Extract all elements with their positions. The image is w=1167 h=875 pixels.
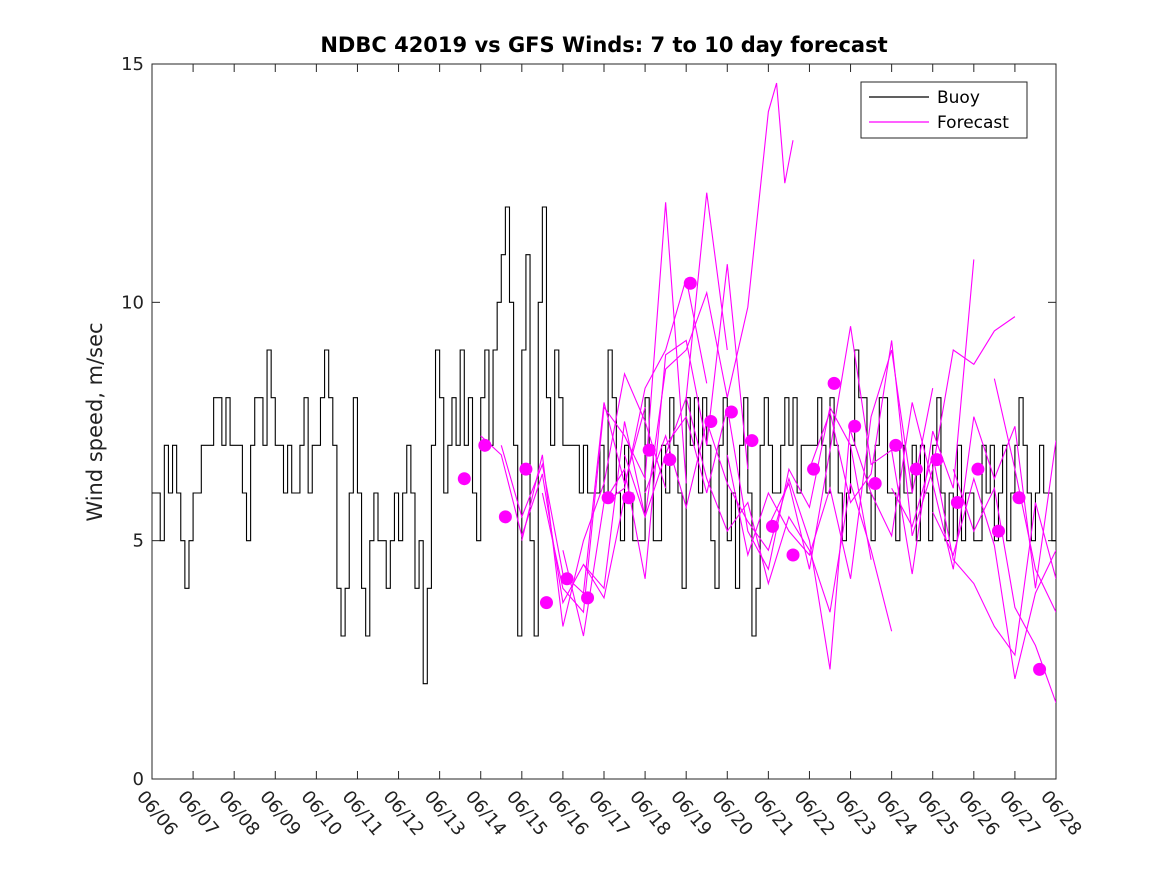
forecast-member-line [665, 405, 872, 571]
x-tick-label: 06/16 [543, 787, 592, 840]
x-tick-label: 06/14 [461, 787, 510, 840]
forecast-member-line [685, 397, 893, 632]
forecast-marker [827, 376, 841, 390]
forecast-marker [560, 572, 574, 586]
x-tick-label: 06/17 [584, 787, 633, 840]
forecast-marker [765, 519, 779, 533]
buoy-series-line [152, 206, 1056, 685]
forecast-marker [498, 510, 512, 524]
y-tick-label: 0 [133, 769, 144, 790]
chart-title: NDBC 42019 vs GFS Winds: 7 to 10 day for… [320, 33, 887, 57]
forecast-marker [868, 476, 882, 490]
x-tick-label: 06/28 [1036, 787, 1085, 840]
x-tick-label: 06/13 [420, 787, 469, 840]
legend: Buoy Forecast [860, 81, 1028, 139]
x-tick-label: 06/21 [749, 787, 798, 840]
x-tick-label: 06/15 [502, 787, 551, 840]
legend-buoy-label: Buoy [937, 88, 980, 108]
forecast-member-line [808, 316, 1016, 537]
forecast-marker [601, 491, 615, 505]
forecast-marker [663, 453, 677, 467]
forecast-member-line [644, 419, 852, 670]
forecast-marker [622, 491, 636, 505]
forecast-marker [745, 434, 759, 448]
forecast-member-line [932, 476, 1056, 680]
legend-forecast-label: Forecast [937, 113, 1009, 133]
forecast-member-line [583, 192, 728, 590]
x-tick-label: 06/19 [666, 787, 715, 840]
forecast-marker [581, 591, 595, 605]
y-axis-label: Wind speed, m/sec [83, 322, 107, 521]
forecast-member-line [891, 454, 1056, 657]
forecast-member-line [603, 264, 749, 579]
y-tick-label: 15 [121, 54, 144, 75]
forecast-marker [991, 524, 1005, 538]
x-tick-label: 06/11 [338, 787, 387, 840]
forecast-marker [457, 472, 471, 486]
x-tick-label: 06/06 [132, 787, 181, 840]
forecast-member-line [624, 82, 794, 518]
forecast-marker [971, 462, 985, 476]
x-tick-label: 06/18 [625, 787, 674, 840]
forecast-marker [930, 453, 944, 467]
x-tick-label: 06/23 [831, 787, 880, 840]
plot-area: 05101506/0606/0706/0806/0906/1006/1106/1… [121, 54, 1086, 840]
forecast-marker [724, 405, 738, 419]
x-tick-label: 06/08 [214, 787, 263, 840]
forecast-member-line [952, 468, 1056, 703]
forecast-marker [807, 462, 821, 476]
x-tick-label: 06/09 [255, 787, 304, 840]
forecast-marker [1033, 662, 1047, 676]
x-tick-label: 06/10 [297, 787, 346, 840]
forecast-marker [704, 415, 718, 428]
x-tick-label: 06/07 [173, 787, 222, 840]
x-tick-label: 06/26 [954, 787, 1003, 840]
forecast-marker [683, 276, 697, 290]
y-tick-label: 10 [121, 292, 144, 313]
legend-box [860, 81, 1028, 139]
forecast-marker [1012, 491, 1026, 505]
y-tick-label: 5 [133, 531, 144, 552]
forecast-member-line [562, 278, 708, 637]
x-tick-label: 06/25 [913, 787, 962, 840]
forecast-member-line [850, 402, 1056, 589]
forecast-member-line [541, 202, 687, 614]
forecast-marker [848, 419, 862, 433]
forecast-marker [478, 438, 492, 452]
forecast-marker [909, 462, 923, 476]
x-tick-label: 06/22 [790, 787, 839, 840]
x-tick-label: 06/12 [379, 787, 428, 840]
forecast-marker [539, 596, 553, 610]
x-tick-label: 06/24 [872, 787, 921, 840]
x-tick-label: 06/20 [707, 787, 756, 840]
forecast-member-line [993, 378, 1056, 613]
forecast-marker [519, 462, 533, 476]
forecast-marker [642, 443, 656, 457]
forecast-member-line [767, 259, 975, 575]
forecast-marker [889, 438, 903, 452]
forecast-marker [786, 548, 800, 562]
x-tick-label: 06/27 [995, 787, 1044, 840]
forecast-marker [950, 496, 964, 510]
axes-frame [151, 63, 1057, 780]
forecast-member-line [726, 349, 934, 579]
